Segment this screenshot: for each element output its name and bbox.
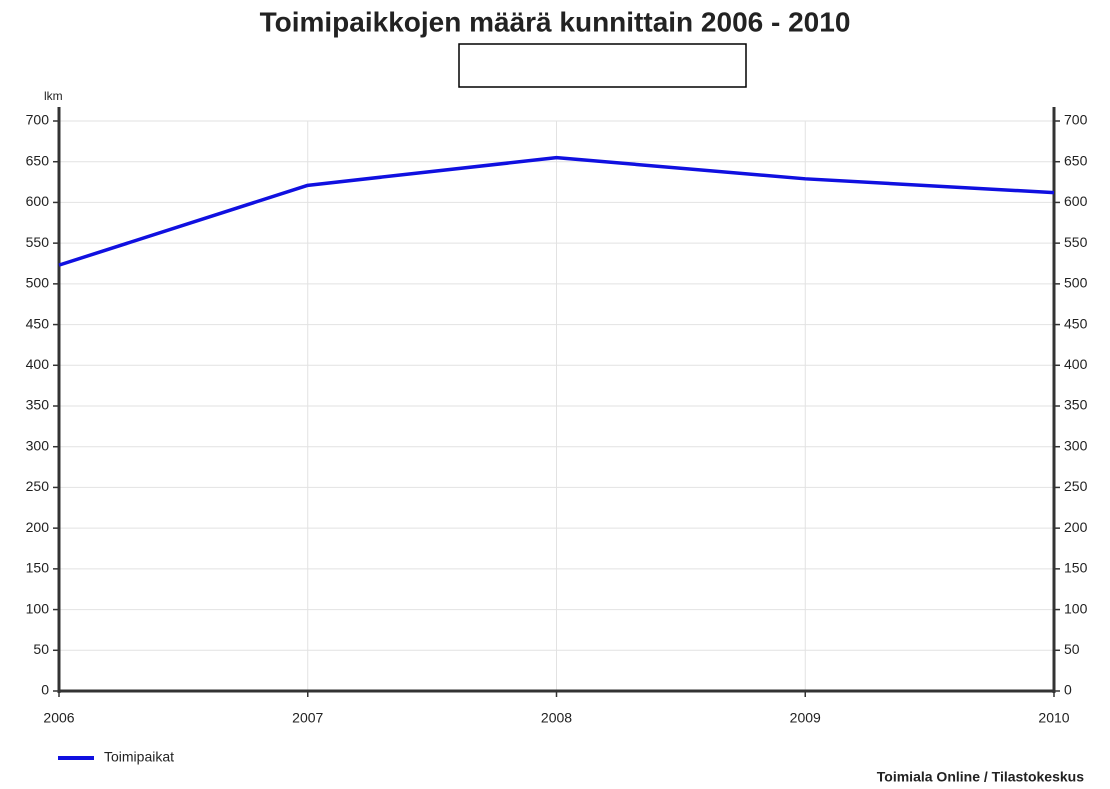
y2-tick-label: 400	[1064, 356, 1088, 372]
y-tick-label: 300	[26, 437, 50, 453]
x-tick-label: 2006	[43, 710, 74, 726]
y-tick-label: 550	[26, 234, 50, 250]
y2-tick-label: 250	[1064, 478, 1088, 494]
x-tick-label: 2009	[790, 710, 821, 726]
y-tick-label: 200	[26, 519, 50, 535]
legend-label: Toimipaikat	[104, 749, 174, 765]
y-tick-label: 50	[33, 641, 49, 657]
y2-tick-label: 50	[1064, 641, 1080, 657]
y-tick-label: 150	[26, 560, 50, 576]
y2-tick-label: 450	[1064, 315, 1088, 331]
x-tick-label: 2008	[541, 710, 572, 726]
y2-tick-label: 350	[1064, 397, 1088, 413]
y-tick-label: 100	[26, 600, 50, 616]
y-axis-label: lkm	[44, 89, 63, 103]
y2-tick-label: 550	[1064, 234, 1088, 250]
y-tick-label: 0	[41, 682, 49, 698]
y-tick-label: 350	[26, 397, 50, 413]
y-tick-label: 500	[26, 275, 50, 291]
y-tick-label: 250	[26, 478, 50, 494]
chart-title: Toimipaikkojen määrä kunnittain 2006 - 2…	[260, 6, 851, 37]
redacted-box	[458, 43, 747, 88]
y2-tick-label: 500	[1064, 275, 1088, 291]
y2-tick-label: 700	[1064, 112, 1088, 128]
y-tick-label: 450	[26, 315, 50, 331]
y2-tick-label: 300	[1064, 437, 1088, 453]
y2-tick-label: 150	[1064, 560, 1088, 576]
line-series	[58, 155, 1055, 267]
y2-tick-label: 650	[1064, 152, 1088, 168]
y2-tick-label: 100	[1064, 600, 1088, 616]
y2-tick-label: 0	[1064, 682, 1072, 698]
y-tick-label: 650	[26, 152, 50, 168]
y-tick-label: 400	[26, 356, 50, 372]
source: Toimiala Online / Tilastokeskus	[877, 769, 1084, 785]
y-tick-label: 600	[26, 193, 50, 209]
y2-tick-label: 600	[1064, 193, 1088, 209]
y2-tick-label: 200	[1064, 519, 1088, 535]
x-tick-label: 2007	[292, 710, 323, 726]
x-tick-label: 2010	[1038, 710, 1069, 726]
y-tick-label: 700	[26, 112, 50, 128]
